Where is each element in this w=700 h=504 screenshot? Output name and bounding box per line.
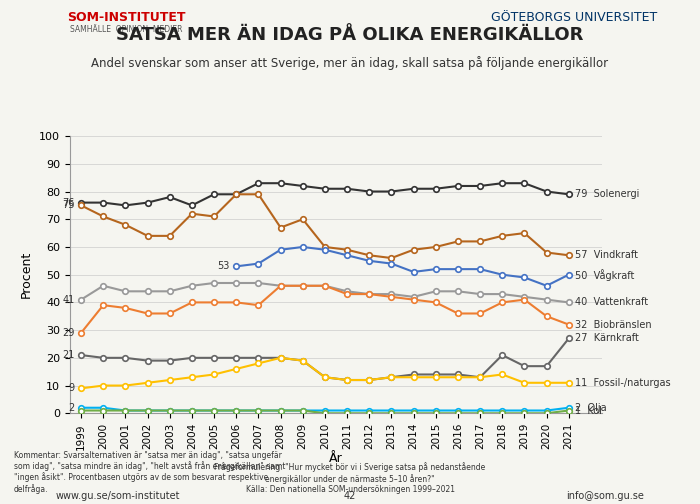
Text: 1  Kol: 1 Kol (575, 406, 602, 415)
Text: SAMHÄLLE  OPINION  MEDIER: SAMHÄLLE OPINION MEDIER (70, 26, 182, 34)
Text: 57  Vindkraft: 57 Vindkraft (575, 250, 638, 260)
Text: GÖTEBORGS UNIVERSITET: GÖTEBORGS UNIVERSITET (491, 11, 657, 24)
X-axis label: År: År (329, 452, 343, 465)
Y-axis label: Procent: Procent (20, 251, 32, 298)
Text: 9: 9 (69, 384, 74, 393)
Text: 53: 53 (217, 262, 230, 271)
Text: 32  Biobränslen: 32 Biobränslen (575, 320, 652, 330)
Text: Kommentar: Svarsalternativen är "satsa mer än idag", "satsa ungefär
som idag", ": Kommentar: Svarsalternativen är "satsa m… (14, 451, 286, 494)
Text: 29: 29 (62, 328, 74, 338)
Text: Frågeformulering: "Hur mycket bör vi i Sverige satsa på nedanstående
energikällo: Frågeformulering: "Hur mycket bör vi i S… (214, 462, 486, 494)
Text: info@som.gu.se: info@som.gu.se (566, 491, 644, 501)
Text: Andel svenskar som anser att Sverige, mer än idag, skall satsa på följande energ: Andel svenskar som anser att Sverige, me… (92, 56, 608, 70)
Text: 40  Vattenkraft: 40 Vattenkraft (575, 297, 648, 307)
Text: 2: 2 (68, 403, 74, 413)
Text: 50  Vågkraft: 50 Vågkraft (575, 269, 635, 281)
Text: 11  Fossil-/naturgas: 11 Fossil-/naturgas (575, 378, 671, 388)
Text: 76: 76 (62, 198, 74, 208)
Text: 42: 42 (344, 491, 356, 501)
Text: 2  Olja: 2 Olja (575, 403, 607, 413)
Text: SATSA MER ÄN IDAG PÅ OLIKA ENERGIKÄLLOR: SATSA MER ÄN IDAG PÅ OLIKA ENERGIKÄLLOR (116, 26, 584, 44)
Text: 75: 75 (62, 201, 74, 210)
Text: 41: 41 (62, 295, 74, 304)
Text: www.gu.se/som-institutet: www.gu.se/som-institutet (56, 491, 181, 501)
Text: 21: 21 (62, 350, 74, 360)
Text: 27  Kärnkraft: 27 Kärnkraft (575, 334, 639, 343)
Text: 79  Solenergi: 79 Solenergi (575, 190, 640, 199)
Text: SOM-INSTITUTET: SOM-INSTITUTET (66, 11, 186, 24)
